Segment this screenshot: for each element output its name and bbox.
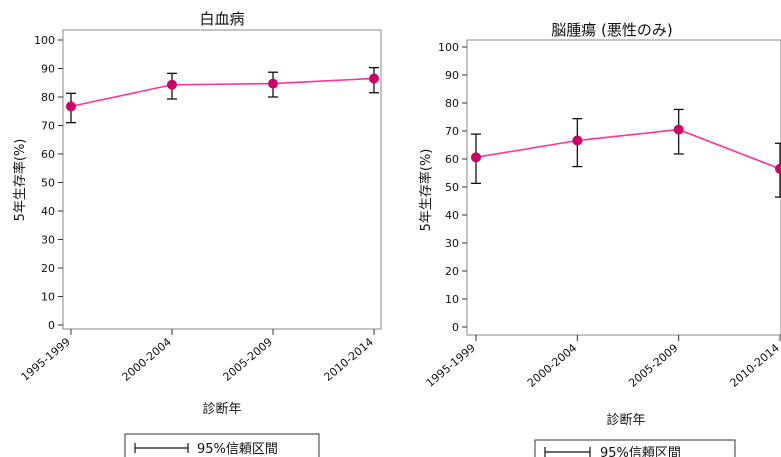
x-tick-label: 1995-1999 (19, 335, 73, 384)
data-point (369, 73, 379, 84)
y-tick-label: 50 (41, 177, 55, 190)
legend: 95%信頼区間 (534, 439, 736, 457)
x-tick-label: 2005-2009 (626, 341, 680, 390)
y-tick-label: 30 (41, 234, 55, 247)
y-axis-ticks: 0 10 20 30 40 50 60 70 80 90 100 (438, 41, 467, 334)
series-line (475, 128, 781, 170)
legend-label: 95%信頼区間 (600, 446, 681, 457)
series-line (70, 77, 375, 108)
plot-area (62, 29, 382, 330)
legend-label: 95%信頼区間 (197, 442, 278, 457)
y-tick-label: 30 (445, 237, 459, 250)
y-tick-label: 0 (48, 319, 55, 332)
legend-errorbar-symbol (134, 443, 189, 453)
data-point (167, 79, 177, 90)
x-tick-label: 1995-1999 (424, 341, 478, 390)
y-tick-label: 80 (445, 97, 459, 110)
y-tick-label: 100 (438, 41, 459, 54)
y-tick-label: 20 (41, 262, 55, 275)
chart-title: 脳腫瘍 (悪性のみ) (551, 21, 672, 39)
legend-errorbar-symbol (544, 447, 591, 457)
x-tick-label: 2010-2014 (322, 335, 376, 384)
x-axis-label: 診断年 (202, 401, 241, 417)
x-axis-ticks: 1995-1999 2000-2004 2005-2009 2010-2014 (19, 329, 376, 384)
series-survival-rate (471, 108, 781, 198)
y-tick-label: 60 (41, 148, 55, 161)
data-point (268, 78, 278, 89)
y-tick-label: 10 (41, 291, 55, 304)
y-tick-label: 40 (41, 205, 55, 218)
y-tick-label: 50 (445, 181, 459, 194)
data-point (775, 163, 781, 174)
series-survival-rate (66, 66, 379, 124)
y-tick-label: 90 (445, 69, 459, 82)
y-tick-label: 40 (445, 209, 459, 222)
y-axis-ticks: 0 10 20 30 40 50 60 70 80 90 100 (34, 34, 63, 332)
x-tick-label: 2000-2004 (525, 341, 579, 390)
plot-area (466, 39, 781, 336)
y-tick-label: 0 (452, 321, 459, 334)
x-tick-label: 2000-2004 (120, 335, 174, 384)
data-point (572, 135, 583, 146)
data-point (673, 124, 684, 135)
x-tick-label: 2005-2009 (221, 335, 275, 384)
chart-leukemia: 白血病 5年生存率(%) 診断年 0102030405060708090100 … (12, 10, 382, 457)
y-axis-label: 5年生存率(%) (418, 149, 434, 232)
y-tick-label: 80 (41, 91, 55, 104)
y-axis-label: 5年生存率(%) (12, 139, 28, 222)
y-tick-label: 90 (41, 63, 55, 76)
y-tick-label: 100 (34, 34, 55, 47)
legend-box (534, 439, 736, 457)
y-tick-label: 60 (445, 153, 459, 166)
y-tick-label: 20 (445, 265, 459, 278)
x-axis-ticks: 1995-1999 2000-2004 2005-2009 2010-2014 (424, 335, 781, 390)
chart-title: 白血病 (199, 10, 244, 28)
data-point (66, 101, 76, 112)
legend-box (124, 433, 320, 457)
data-point (471, 152, 481, 163)
x-tick-label: 2010-2014 (728, 341, 781, 390)
legend: 95%信頼区間 (124, 433, 320, 457)
y-tick-label: 70 (41, 120, 55, 133)
y-tick-label: 70 (445, 125, 459, 138)
x-axis-label: 診断年 (606, 412, 645, 428)
chart-brain-tumor: 脳腫瘍 (悪性のみ) 5年生存率(%) 診断年 0 10 20 30 40 50 60 70 8… (418, 21, 781, 457)
y-tick-label: 10 (445, 293, 459, 306)
